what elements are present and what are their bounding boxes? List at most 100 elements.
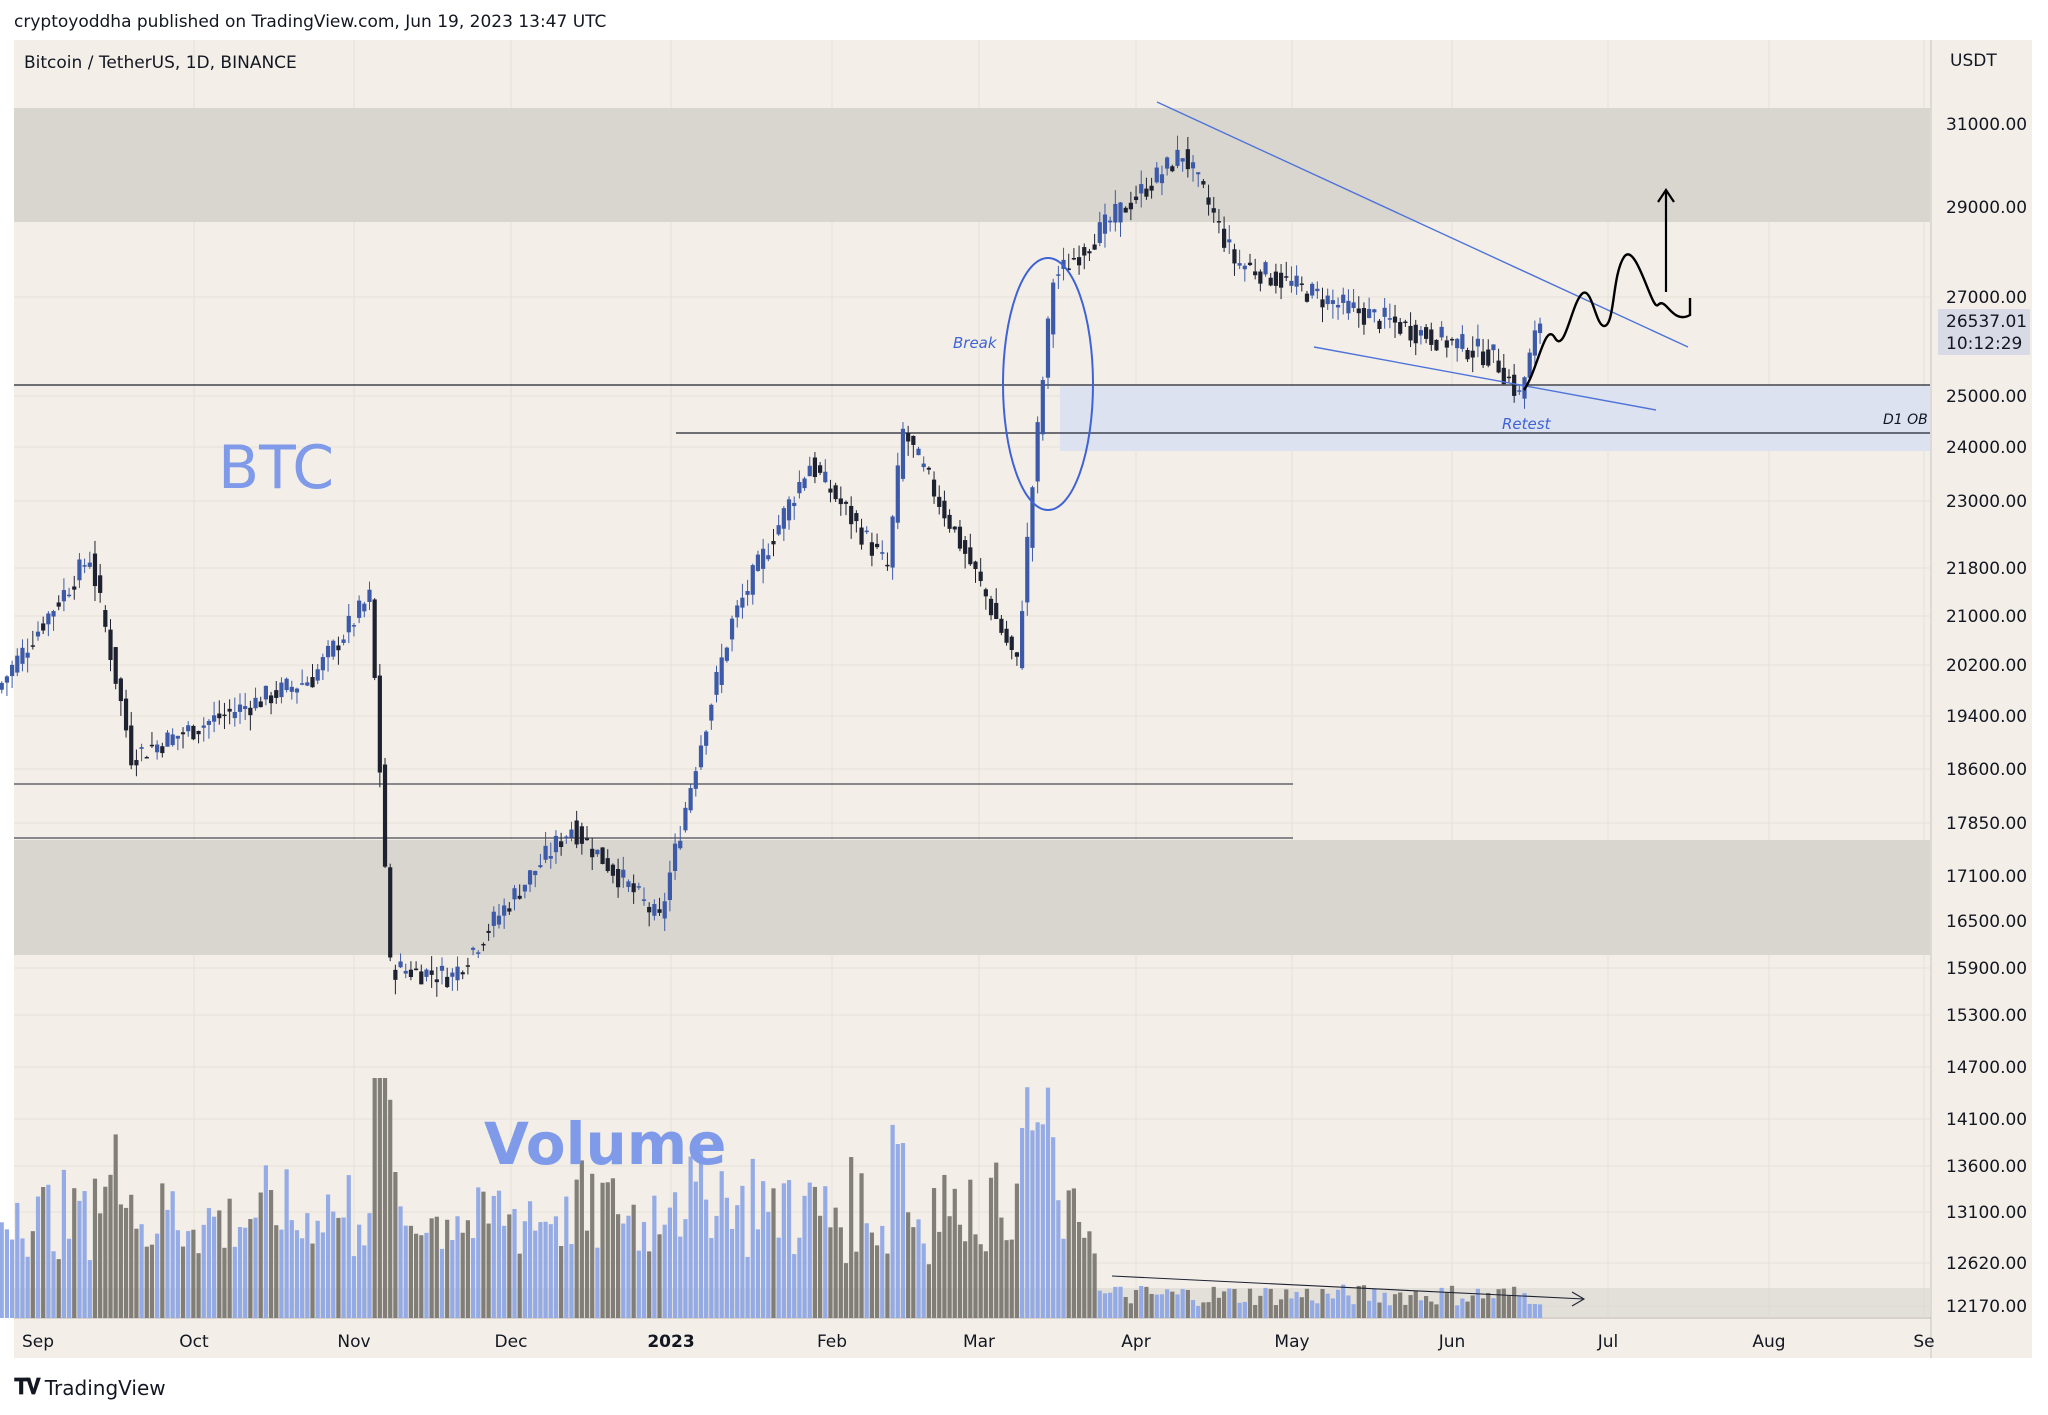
candle-body[interactable]: [1346, 300, 1351, 314]
candle-body[interactable]: [123, 698, 129, 731]
candle-body[interactable]: [1470, 350, 1475, 358]
candle-body[interactable]: [424, 969, 429, 977]
candle-body[interactable]: [118, 678, 123, 702]
candle-body[interactable]: [253, 697, 258, 709]
candle-body[interactable]: [657, 909, 662, 913]
candle-body[interactable]: [880, 552, 885, 554]
candle-body[interactable]: [1139, 184, 1144, 194]
last-price-marker[interactable]: [1938, 309, 2030, 355]
candle-body[interactable]: [263, 685, 268, 700]
candle-body[interactable]: [595, 849, 600, 855]
candle-body[interactable]: [300, 683, 305, 685]
candle-body[interactable]: [1071, 257, 1076, 260]
candle-body[interactable]: [77, 559, 82, 581]
candle-body[interactable]: [346, 615, 351, 633]
candle-body[interactable]: [1424, 327, 1429, 339]
candle-body[interactable]: [1361, 308, 1367, 325]
candle-body[interactable]: [248, 707, 253, 716]
candle-body[interactable]: [476, 952, 481, 954]
candle-body[interactable]: [678, 840, 683, 849]
candle-body[interactable]: [1273, 271, 1278, 286]
candle-body[interactable]: [1102, 214, 1108, 234]
candle-body[interactable]: [1512, 374, 1517, 396]
candle-body[interactable]: [1449, 338, 1455, 341]
candle-body[interactable]: [341, 639, 346, 643]
candle-body[interactable]: [807, 465, 812, 477]
candle-body[interactable]: [1372, 309, 1377, 313]
candle-body[interactable]: [25, 652, 30, 658]
candle-body[interactable]: [1299, 283, 1304, 285]
candle-body[interactable]: [98, 575, 103, 593]
candle-body[interactable]: [999, 618, 1004, 633]
candle-body[interactable]: [108, 629, 113, 661]
candle-body[interactable]: [605, 858, 610, 872]
candle-body[interactable]: [771, 541, 776, 545]
candle-body[interactable]: [740, 597, 745, 608]
candle-body[interactable]: [1180, 158, 1185, 162]
candle-body[interactable]: [874, 543, 880, 548]
candle-body[interactable]: [761, 548, 766, 569]
tradingview-brand[interactable]: 𝐓𝐕 TradingView: [14, 1375, 166, 1400]
candle-body[interactable]: [1413, 324, 1418, 344]
candle-body[interactable]: [823, 471, 828, 483]
candle-body[interactable]: [4, 676, 10, 683]
candle-body[interactable]: [10, 664, 15, 677]
candle-body[interactable]: [755, 554, 761, 571]
candle-body[interactable]: [533, 870, 538, 876]
candle-body[interactable]: [714, 671, 719, 695]
candle-body[interactable]: [1480, 351, 1486, 366]
candle-body[interactable]: [1351, 302, 1356, 308]
candle-body[interactable]: [243, 706, 248, 710]
candle-body[interactable]: [553, 835, 559, 853]
candle-body[interactable]: [56, 602, 61, 607]
candle-body[interactable]: [1159, 174, 1165, 184]
candle-body[interactable]: [1082, 247, 1087, 256]
candle-body[interactable]: [1149, 185, 1154, 191]
candle-body[interactable]: [616, 868, 621, 888]
candle-body[interactable]: [621, 869, 626, 878]
candle-body[interactable]: [1165, 157, 1170, 169]
candle-body[interactable]: [569, 829, 574, 838]
candle-body[interactable]: [926, 467, 931, 470]
candle-body[interactable]: [864, 530, 869, 533]
candle-body[interactable]: [15, 655, 20, 673]
candle-body[interactable]: [1387, 318, 1392, 320]
candle-body[interactable]: [626, 881, 631, 888]
candle-body[interactable]: [724, 647, 729, 661]
candle-body[interactable]: [885, 564, 890, 567]
candle-body[interactable]: [1076, 257, 1082, 266]
candle-body[interactable]: [227, 708, 232, 712]
candle-body[interactable]: [30, 645, 35, 647]
candle-body[interactable]: [1517, 390, 1522, 392]
volume-trendline[interactable]: [1111, 1275, 1585, 1300]
candle-body[interactable]: [942, 500, 947, 519]
candle-body[interactable]: [1201, 181, 1206, 185]
candle-body[interactable]: [87, 562, 92, 567]
candle-body[interactable]: [854, 513, 859, 522]
candle-body[interactable]: [1185, 149, 1190, 170]
candle-body[interactable]: [1092, 244, 1097, 250]
candle-body[interactable]: [1175, 149, 1180, 166]
candle-body[interactable]: [191, 725, 196, 740]
candle-body[interactable]: [1025, 536, 1030, 603]
candle-body[interactable]: [72, 586, 77, 590]
candle-body[interactable]: [160, 746, 165, 754]
candle-body[interactable]: [232, 712, 237, 719]
candle-body[interactable]: [1506, 376, 1512, 379]
candle-body[interactable]: [828, 488, 833, 493]
candle-body[interactable]: [1154, 167, 1159, 183]
candle-body[interactable]: [149, 744, 155, 747]
candle-body[interactable]: [1133, 196, 1139, 201]
candle-body[interactable]: [1066, 268, 1071, 271]
candle-body[interactable]: [320, 657, 325, 671]
candle-body[interactable]: [134, 760, 139, 766]
candle-body[interactable]: [465, 965, 470, 967]
candle-body[interactable]: [838, 498, 843, 505]
candle-body[interactable]: [719, 657, 724, 685]
candle-body[interactable]: [1263, 262, 1268, 275]
candle-body[interactable]: [325, 645, 331, 658]
candle-body[interactable]: [1242, 265, 1247, 270]
candle-body[interactable]: [331, 640, 336, 657]
candle-body[interactable]: [916, 448, 921, 456]
candle-body[interactable]: [559, 841, 564, 848]
